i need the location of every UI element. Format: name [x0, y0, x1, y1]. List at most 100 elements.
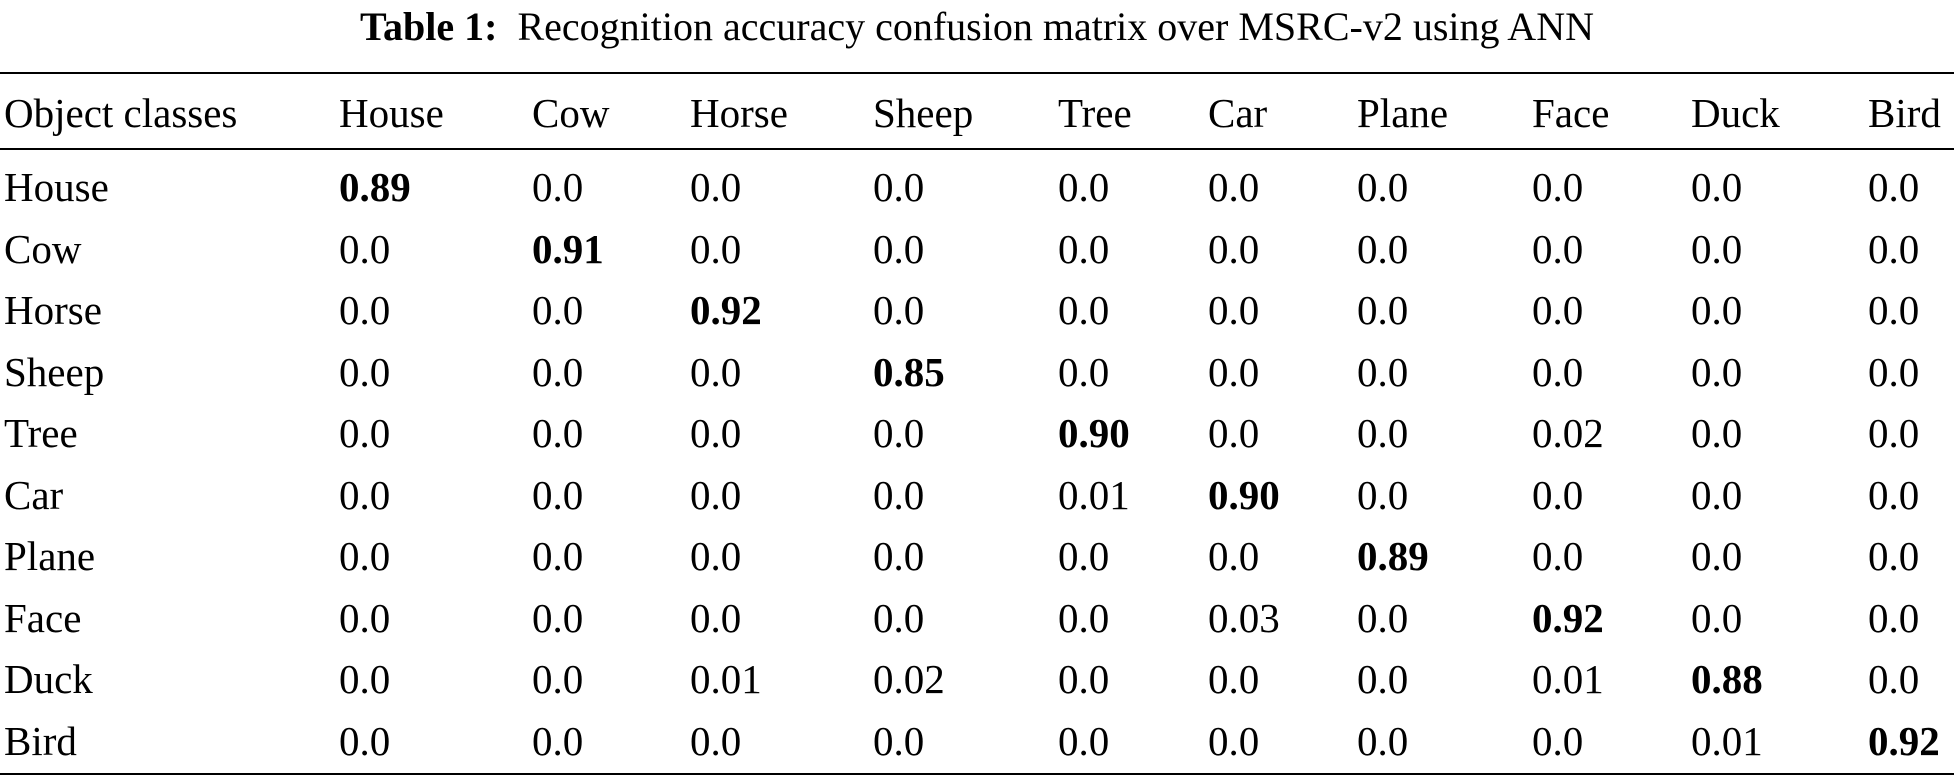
header-horse: Horse	[690, 90, 788, 136]
table-cell: 0.0	[1208, 656, 1260, 702]
table-cell: 0.0	[1058, 226, 1110, 272]
table-cell: 0.0	[1058, 533, 1110, 579]
table-cell: 0.0	[1208, 226, 1260, 272]
header-rule	[0, 148, 1954, 150]
table-cell: 0.0	[1357, 349, 1409, 395]
table-cell: 0.0	[1357, 226, 1409, 272]
table-cell: 0.0	[1357, 718, 1409, 764]
table-cell: 0.03	[1208, 595, 1280, 641]
table-cell: 0.01	[1691, 718, 1763, 764]
table-cell: 0.0	[1868, 349, 1920, 395]
table-cell: 0.0	[690, 472, 742, 518]
table-cell: 0.0	[1208, 718, 1260, 764]
table-cell: 0.0	[532, 349, 584, 395]
table-cell: 0.0	[1868, 287, 1920, 333]
row-label: Duck	[4, 656, 93, 702]
table-cell: 0.0	[339, 533, 391, 579]
table-cell: 0.0	[1691, 164, 1743, 210]
table-cell: 0.0	[1357, 410, 1409, 456]
table-row: Sheep 0.0 0.0 0.0 0.85 0.0 0.0 0.0 0.0 0.0 0.0	[0, 342, 1954, 403]
row-label: Cow	[4, 226, 82, 272]
table-cell: 0.0	[1357, 472, 1409, 518]
diagonal-accuracy-cell: 0.91	[532, 226, 604, 272]
table-cell: 0.0	[1357, 595, 1409, 641]
table-cell: 0.0	[1691, 287, 1743, 333]
table-cell: 0.0	[532, 533, 584, 579]
table-row: Horse 0.0 0.0 0.92 0.0 0.0 0.0 0.0 0.0 0.0 0.0	[0, 280, 1954, 341]
table-cell: 0.0	[1532, 349, 1584, 395]
table-cell: 0.0	[1868, 595, 1920, 641]
table-cell: 0.0	[339, 595, 391, 641]
diagonal-accuracy-cell: 0.89	[339, 164, 411, 210]
table-caption: Table 1: Recognition accuracy confusion …	[0, 0, 1954, 60]
bottom-rule	[0, 773, 1954, 775]
row-label: Bird	[4, 718, 77, 764]
table-cell: 0.0	[1532, 472, 1584, 518]
diagonal-accuracy-cell: 0.92	[690, 287, 762, 333]
table-cell: 0.0	[532, 164, 584, 210]
table-cell: 0.0	[532, 472, 584, 518]
table-cell: 0.0	[873, 595, 925, 641]
diagonal-accuracy-cell: 0.89	[1357, 533, 1429, 579]
table-cell: 0.0	[1058, 349, 1110, 395]
table-cell: 0.0	[1868, 164, 1920, 210]
table-cell: 0.02	[1532, 410, 1604, 456]
table-cell: 0.0	[1357, 656, 1409, 702]
diagonal-accuracy-cell: 0.92	[1868, 718, 1940, 764]
table-cell: 0.01	[1532, 656, 1604, 702]
table-row: Tree 0.0 0.0 0.0 0.0 0.90 0.0 0.0 0.02 0.0 0.0	[0, 403, 1954, 464]
table-cell: 0.0	[1868, 656, 1920, 702]
table-cell: 0.0	[339, 349, 391, 395]
table-cell: 0.02	[873, 656, 945, 702]
table-cell: 0.0	[1868, 410, 1920, 456]
header-duck: Duck	[1691, 90, 1780, 136]
table-cell: 0.0	[873, 410, 925, 456]
table-cell: 0.0	[1532, 533, 1584, 579]
table-cell: 0.0	[1691, 349, 1743, 395]
table-cell: 0.0	[873, 287, 925, 333]
table-cell: 0.0	[1058, 595, 1110, 641]
row-label: Tree	[4, 410, 78, 456]
table-cell: 0.0	[1691, 595, 1743, 641]
table-cell: 0.0	[1691, 410, 1743, 456]
table-cell: 0.0	[1058, 656, 1110, 702]
row-label: Car	[4, 472, 64, 518]
table-cell: 0.0	[1208, 164, 1260, 210]
table-cell: 0.0	[532, 718, 584, 764]
table-cell: 0.0	[532, 595, 584, 641]
table-cell: 0.0	[339, 287, 391, 333]
row-label: House	[4, 164, 109, 210]
table-cell: 0.0	[690, 718, 742, 764]
table-cell: 0.01	[1058, 472, 1130, 518]
table-row: Bird 0.0 0.0 0.0 0.0 0.0 0.0 0.0 0.0 0.01 0.92	[0, 711, 1954, 772]
header-plane: Plane	[1357, 90, 1449, 136]
diagonal-accuracy-cell: 0.88	[1691, 656, 1763, 702]
table-cell: 0.0	[690, 410, 742, 456]
table-cell: 0.0	[1691, 472, 1743, 518]
table-row: Car 0.0 0.0 0.0 0.0 0.01 0.90 0.0 0.0 0.0 0.0	[0, 465, 1954, 526]
table-cell: 0.0	[1532, 164, 1584, 210]
header-sheep: Sheep	[873, 90, 974, 136]
diagonal-accuracy-cell: 0.92	[1532, 595, 1604, 641]
table-row: Face 0.0 0.0 0.0 0.0 0.0 0.03 0.0 0.92 0.0 0.0	[0, 588, 1954, 649]
table-cell: 0.0	[1208, 287, 1260, 333]
table-cell: 0.0	[339, 718, 391, 764]
table-cell: 0.0	[873, 472, 925, 518]
table-cell: 0.0	[873, 164, 925, 210]
header-house: House	[339, 90, 444, 136]
table-cell: 0.0	[1208, 410, 1260, 456]
table-cell: 0.0	[690, 226, 742, 272]
table-cell: 0.0	[1691, 226, 1743, 272]
table-cell: 0.0	[873, 533, 925, 579]
diagonal-accuracy-cell: 0.90	[1208, 472, 1280, 518]
diagonal-accuracy-cell: 0.90	[1058, 410, 1130, 456]
table-cell: 0.0	[1691, 533, 1743, 579]
table-cell: 0.01	[690, 656, 762, 702]
row-label: Sheep	[4, 349, 105, 395]
table-cell: 0.0	[1058, 287, 1110, 333]
table-cell: 0.0	[339, 410, 391, 456]
table-cell: 0.0	[1058, 718, 1110, 764]
table-cell: 0.0	[532, 287, 584, 333]
table-cell: 0.0	[690, 533, 742, 579]
header-tree: Tree	[1058, 90, 1132, 136]
